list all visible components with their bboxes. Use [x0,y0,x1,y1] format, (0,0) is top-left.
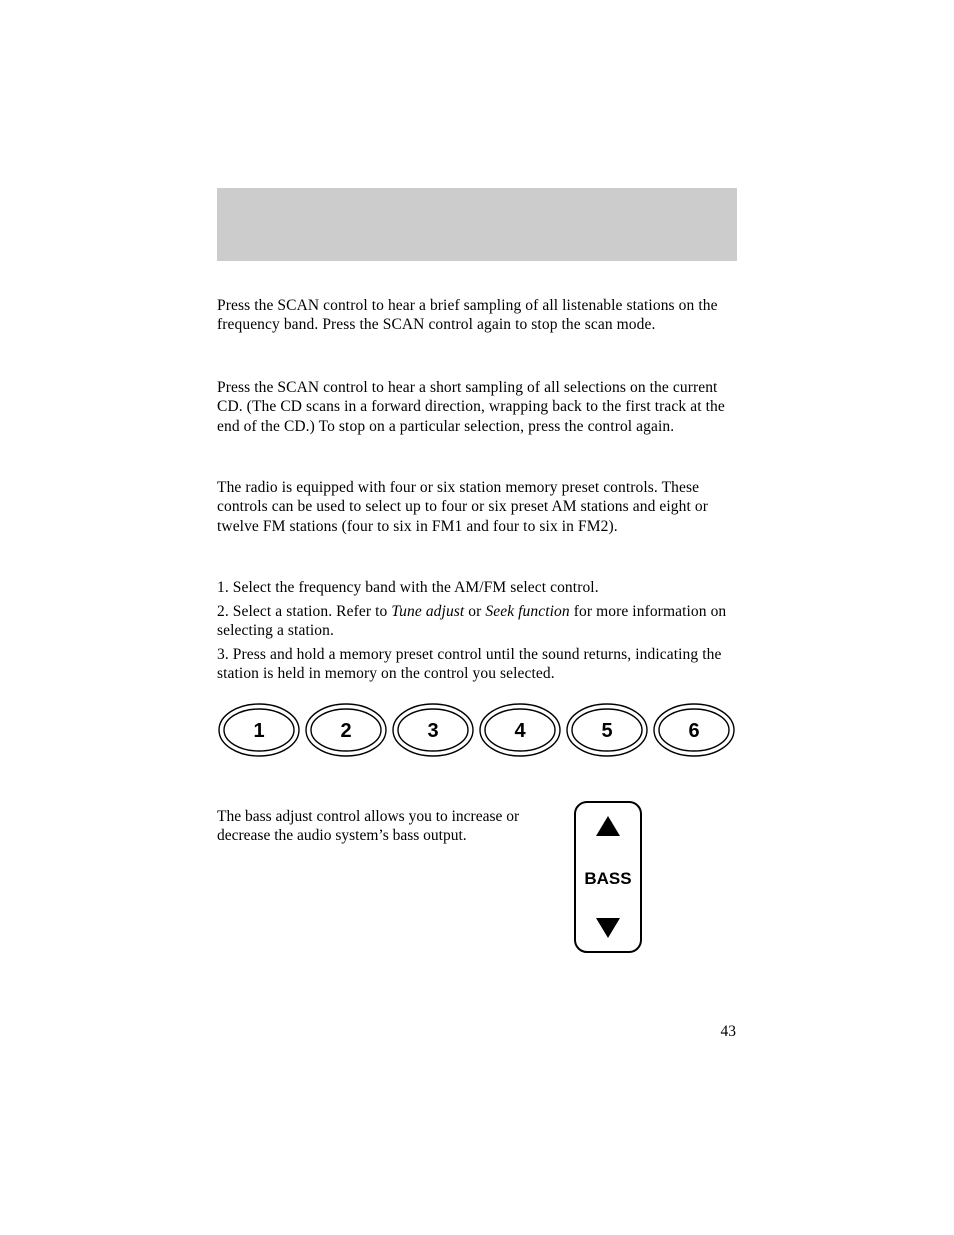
paragraph-scan-cd: Press the SCAN control to hear a short s… [217,378,737,436]
step-2-tune-adjust: Tune adjust [391,603,464,620]
page-number: 43 [721,1023,737,1041]
preset-button-6[interactable]: 6 [654,704,734,756]
step-3: 3. Press and hold a memory preset contro… [217,645,737,684]
preset-button-1[interactable]: 1 [219,704,299,756]
preset-button-4[interactable]: 4 [480,704,560,756]
preset-button-5[interactable]: 5 [567,704,647,756]
svg-text:5: 5 [601,720,612,742]
bass-adjust-control[interactable]: BASS [573,800,643,959]
svg-text:1: 1 [253,720,264,742]
preset-button-3[interactable]: 3 [393,704,473,756]
step-2-or: or [464,603,485,620]
svg-text:2: 2 [340,720,351,742]
preset-button-row: 1 2 3 4 5 6 [217,700,737,760]
svg-text:3: 3 [427,720,438,742]
bass-label: BASS [584,869,631,888]
step-2-seek-function: Seek function [485,603,569,620]
step-2: 2. Select a station. Refer to Tune adjus… [217,602,737,641]
paragraph-bass: The bass adjust control allows you to in… [217,807,537,846]
preset-button-2[interactable]: 2 [306,704,386,756]
step-2-a: 2. Select a station. Refer to [217,603,391,620]
svg-text:6: 6 [688,720,699,742]
paragraph-scan-radio: Press the SCAN control to hear a brief s… [217,296,737,335]
header-band [217,188,737,261]
svg-text:4: 4 [514,720,526,742]
step-1: 1. Select the frequency band with the AM… [217,578,737,597]
paragraph-presets-intro: The radio is equipped with four or six s… [217,478,737,536]
